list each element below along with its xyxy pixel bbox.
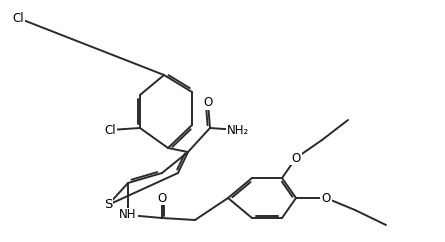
Text: S: S bbox=[104, 198, 112, 212]
Text: Cl: Cl bbox=[12, 12, 24, 24]
Text: O: O bbox=[321, 191, 331, 204]
Text: O: O bbox=[158, 191, 166, 204]
Text: NH: NH bbox=[119, 209, 137, 221]
Text: NH₂: NH₂ bbox=[227, 123, 249, 136]
Text: O: O bbox=[291, 151, 301, 165]
Text: Cl: Cl bbox=[104, 123, 116, 136]
Text: O: O bbox=[203, 97, 213, 109]
